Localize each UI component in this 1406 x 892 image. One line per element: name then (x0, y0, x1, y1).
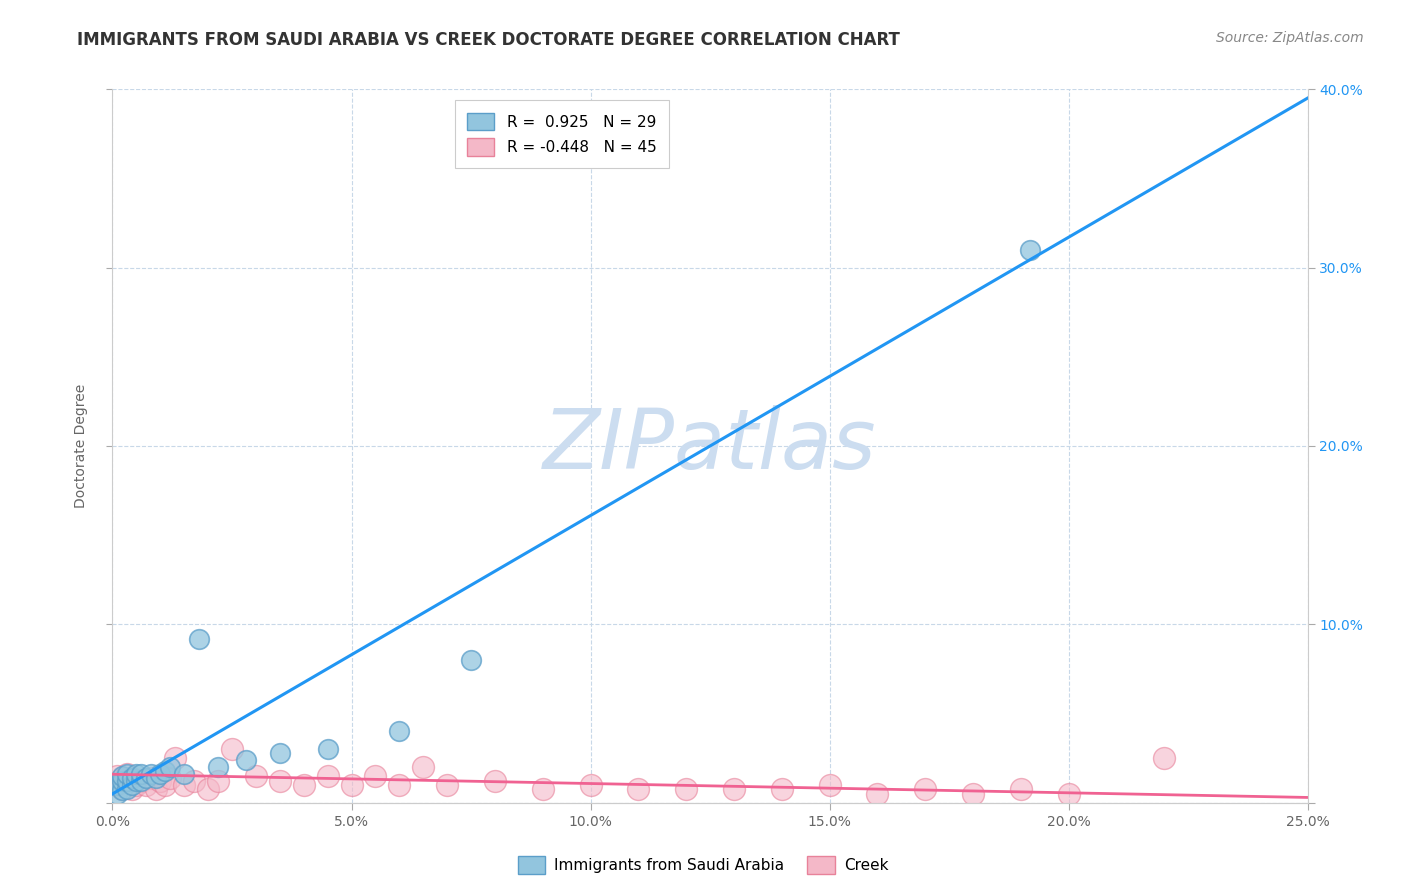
Point (129, 774, 152, 789)
Point (579, 778, 602, 792)
Text: IMMIGRANTS FROM SAUDI ARABIA VS CREEK DOCTORATE DEGREE CORRELATION CHART: IMMIGRANTS FROM SAUDI ARABIA VS CREEK DO… (77, 31, 900, 49)
Point (245, 769, 267, 783)
Point (460, 653, 482, 667)
Point (292, 778, 315, 792)
Point (221, 742, 243, 756)
Point (145, 781, 167, 796)
Point (111, 783, 134, 797)
Text: Source: ZipAtlas.com: Source: ZipAtlas.com (1216, 31, 1364, 45)
Y-axis label: Doctorate Degree: Doctorate Degree (75, 384, 89, 508)
Point (159, 760, 181, 774)
Point (105, 769, 128, 783)
Point (531, 781, 554, 796)
Point (436, 778, 458, 792)
Point (125, 778, 148, 792)
Point (207, 760, 229, 774)
Point (183, 774, 205, 789)
Point (105, 787, 128, 801)
Point (866, 787, 889, 801)
Point (111, 769, 134, 783)
Point (115, 781, 138, 796)
Point (153, 778, 176, 792)
Point (115, 774, 138, 789)
Point (818, 778, 841, 792)
Point (388, 724, 411, 739)
Point (135, 778, 157, 792)
Legend: Immigrants from Saudi Arabia, Creek: Immigrants from Saudi Arabia, Creek (512, 850, 894, 880)
Point (388, 778, 411, 792)
Point (121, 781, 143, 796)
Point (111, 771, 134, 785)
Point (316, 769, 339, 783)
Point (163, 751, 186, 765)
Point (105, 778, 128, 792)
Point (675, 781, 697, 796)
Point (412, 760, 434, 774)
Point (125, 774, 148, 789)
Point (145, 771, 167, 785)
Point (125, 767, 148, 781)
Point (197, 781, 219, 796)
Point (111, 781, 134, 796)
Point (115, 774, 138, 789)
Point (484, 774, 506, 789)
Point (723, 781, 745, 796)
Point (340, 778, 363, 792)
Point (269, 774, 291, 789)
Point (149, 767, 172, 781)
Point (121, 771, 143, 785)
Point (139, 767, 162, 781)
Point (105, 778, 128, 792)
Point (914, 781, 936, 796)
Point (111, 774, 134, 789)
Point (129, 767, 152, 781)
Point (316, 742, 339, 756)
Point (149, 774, 172, 789)
Point (139, 771, 162, 785)
Point (115, 767, 138, 781)
Point (364, 769, 387, 783)
Point (159, 771, 181, 785)
Point (153, 764, 176, 778)
Point (627, 781, 650, 796)
Point (187, 632, 209, 646)
Point (962, 787, 984, 801)
Legend: R =  0.925   N = 29, R = -0.448   N = 45: R = 0.925 N = 29, R = -0.448 N = 45 (454, 101, 669, 168)
Point (1019, 243, 1042, 257)
Point (770, 781, 793, 796)
Point (1057, 787, 1080, 801)
Point (121, 771, 143, 785)
Point (1153, 751, 1175, 765)
Point (173, 767, 195, 781)
Point (129, 774, 152, 789)
Point (235, 753, 257, 767)
Text: ZIPatlas: ZIPatlas (543, 406, 877, 486)
Point (135, 771, 157, 785)
Point (173, 778, 195, 792)
Point (115, 767, 138, 781)
Point (269, 746, 291, 760)
Point (1010, 781, 1032, 796)
Point (207, 774, 229, 789)
Point (121, 778, 143, 792)
